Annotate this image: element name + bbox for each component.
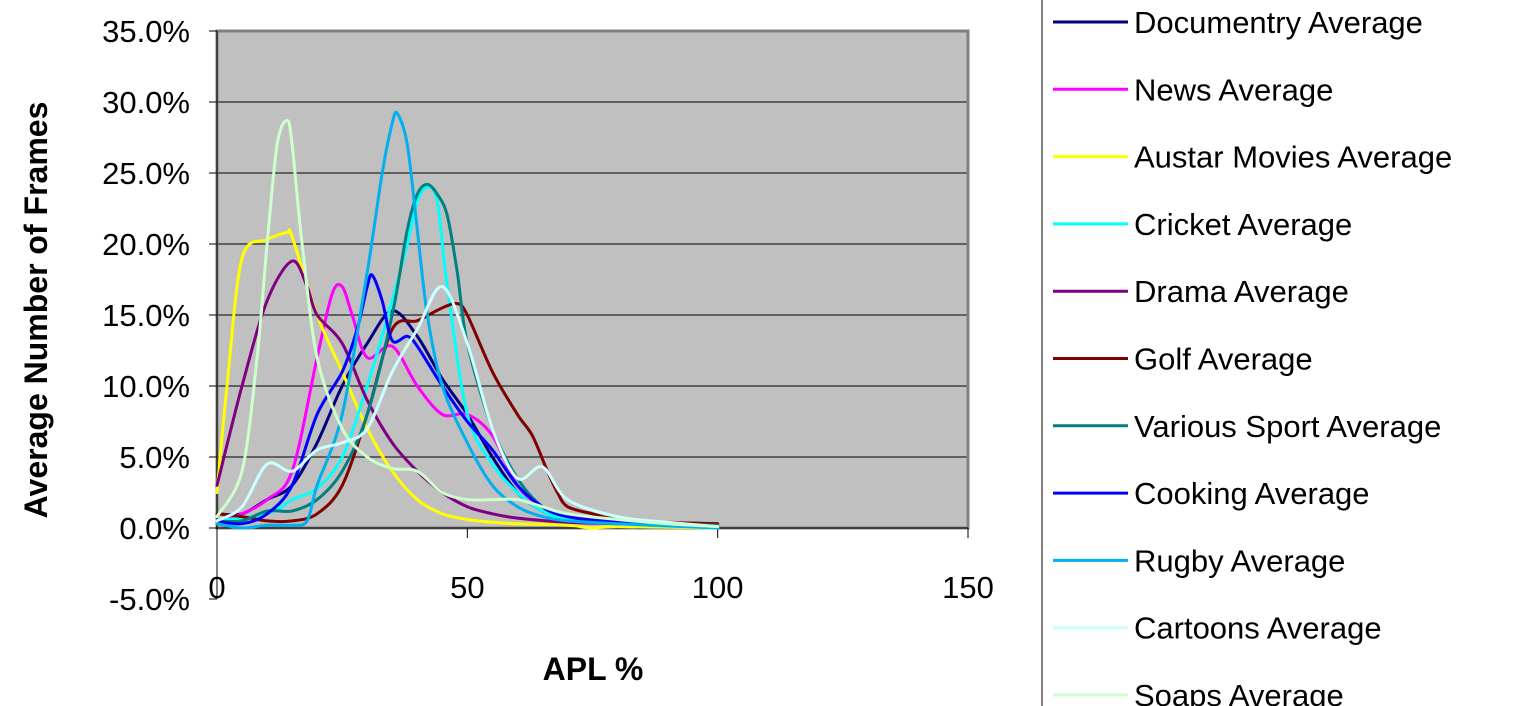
y-tick-label: 10.0% [102,369,190,404]
x-tick-label: 150 [942,570,994,605]
legend-label: Austar Movies Average [1134,140,1452,175]
legend-label: Drama Average [1134,274,1349,309]
y-tick-label: 5.0% [119,440,190,475]
legend-label: Cricket Average [1134,207,1352,242]
legend-label: Rugby Average [1134,543,1345,578]
legend-label: Documentry Average [1134,5,1423,40]
y-tick-label: 30.0% [102,85,190,120]
y-tick-label: 20.0% [102,227,190,262]
series-line-9 [215,110,720,530]
y-tick-label: 15.0% [102,298,190,333]
series-line-4 [215,185,720,530]
series-lines [215,110,720,530]
x-tick-label: 100 [692,570,744,605]
x-tick-label: 0 [208,570,225,605]
plot-area [217,31,968,528]
y-tick-labels: -5.0% 0.0% 5.0% 10.0% 15.0% 20.0% 25.0% 30.0% 35… [102,14,190,617]
legend-label: Various Sport Average [1134,409,1441,444]
x-tick-label: 50 [450,570,484,605]
series-line-5 [215,259,720,527]
series-line-3 [215,228,720,530]
y-tick-label: 25.0% [102,156,190,191]
x-axis-title: APL % [543,651,644,687]
y-axis-title: Average Number of Frames [18,102,54,519]
legend-label: News Average [1134,72,1333,107]
legend-label: Cooking Average [1134,476,1370,511]
legend: Documentry Average News Average Austar Mov… [1053,5,1452,706]
legend-label: Cartoons Average [1134,611,1382,646]
y-tick-label: 35.0% [102,14,190,49]
legend-label: Golf Average [1134,342,1313,377]
legend-label: Soaps Average [1134,678,1344,706]
x-tick-labels: 0 50 100 150 [208,570,993,605]
y-tick-label: -5.0% [109,582,190,617]
series-line-11 [215,119,720,529]
series-line-10 [215,285,720,529]
y-tick-label: 0.0% [119,511,190,546]
